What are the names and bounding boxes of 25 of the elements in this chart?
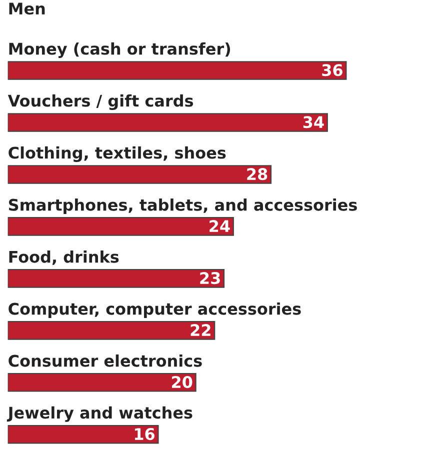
y-tick-label: Smartphones, tablets, and accessories xyxy=(8,198,357,214)
y-tick-label: Computer, computer accessories xyxy=(8,302,301,318)
bar xyxy=(8,217,234,236)
data-label: 20 xyxy=(172,376,192,388)
data-label: 16 xyxy=(134,428,155,440)
bar xyxy=(8,321,216,340)
data-label: 36 xyxy=(322,64,342,76)
y-tick-label: Vouchers / gift cards xyxy=(8,94,194,110)
data-label: 23 xyxy=(200,272,220,284)
data-label: 22 xyxy=(190,324,210,336)
bar xyxy=(8,425,159,444)
y-tick-label: Clothing, textiles, shoes xyxy=(8,146,226,162)
bar xyxy=(8,269,225,288)
data-label: 28 xyxy=(247,168,268,180)
data-label: 24 xyxy=(210,220,230,232)
bar xyxy=(8,61,347,80)
chart-title: Men xyxy=(9,2,45,15)
bar xyxy=(8,165,272,184)
bar xyxy=(8,113,328,132)
y-tick-label: Food, drinks xyxy=(9,250,119,265)
y-tick-label: Money (cash or transfer) xyxy=(9,42,230,58)
data-label: 34 xyxy=(303,116,324,128)
y-tick-label: Consumer electronics xyxy=(8,354,202,367)
y-tick-label: Jewelry and watches xyxy=(6,406,192,422)
bar xyxy=(8,373,196,392)
